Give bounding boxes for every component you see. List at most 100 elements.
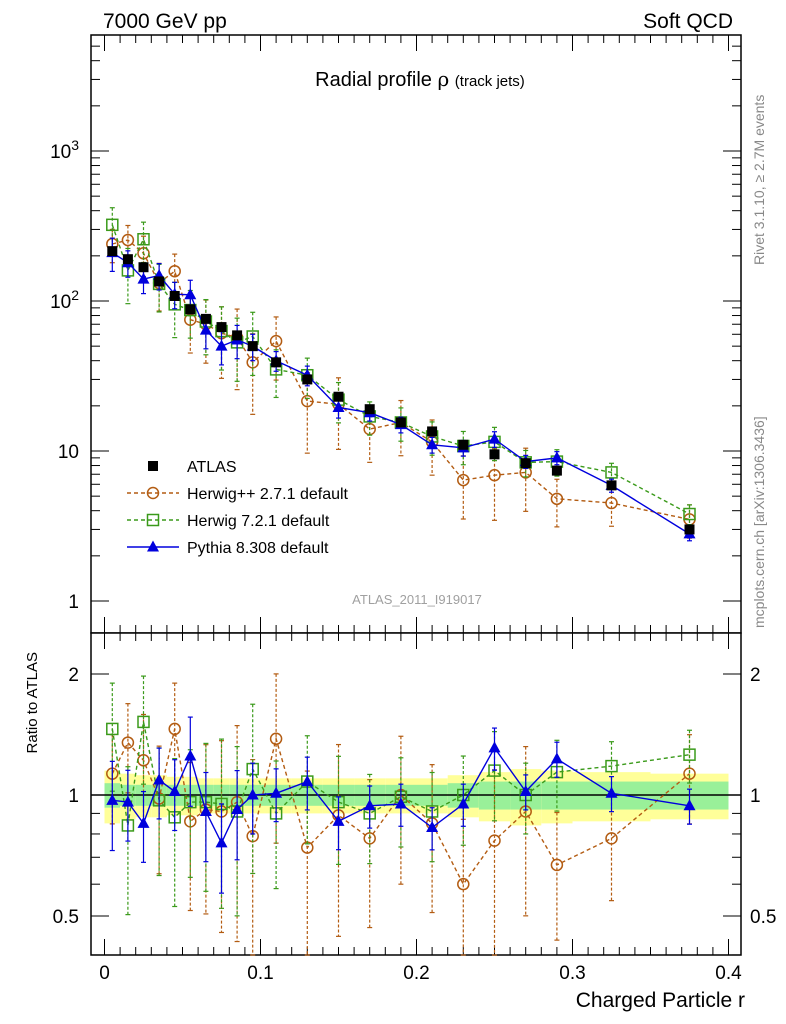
ratio-series-2-point [153, 773, 166, 785]
ratio-series-2-point [199, 804, 212, 816]
main-y-tick-label: 103 [50, 137, 79, 163]
ratio-series-2-point [137, 816, 150, 828]
main-x-ticks [104, 35, 729, 633]
ratio-series-2-point [215, 836, 228, 848]
series-2-point [106, 218, 119, 232]
ratio-series-0-point [457, 877, 470, 891]
ratio-x-tick-label: 0.1 [247, 963, 273, 984]
ratio-series-0-point [168, 722, 181, 736]
header-right: Soft QCD [643, 10, 733, 33]
main-frame [90, 34, 742, 634]
legend-label-3: Pythia 8.308 default [187, 540, 329, 557]
series-1-point [605, 496, 618, 510]
series-1-point [550, 492, 564, 506]
main-y-tick-label: 10 [58, 442, 79, 463]
series-1-point [168, 264, 181, 278]
ratio-panel: 0.5 0.51 12 2 0 0.1 0.2 0.3 0.4 Ratio to ATLAS … [24, 632, 776, 1012]
chart-title-sub: (track jets) [455, 73, 525, 90]
legend-marker-0 [148, 461, 158, 471]
series-3-point [488, 432, 501, 444]
ratio-series-1-point [106, 722, 119, 736]
main-y-tick-exponent: 3 [71, 137, 79, 153]
series-0-point [520, 458, 531, 469]
ratio-series-2-point [168, 785, 181, 797]
ratio-series-1-point [137, 715, 150, 729]
series-0-point [138, 262, 149, 273]
ratio-series-2-point [394, 797, 407, 809]
series-0-point [489, 449, 500, 460]
legend-marker-3 [147, 540, 159, 552]
ratio-series-0-point [363, 832, 376, 845]
series-2-line [111, 224, 690, 515]
series-3-point [199, 323, 212, 335]
series-2-point [683, 507, 696, 521]
series-0-point [606, 480, 617, 491]
ratio-series-2-point [605, 786, 618, 798]
ratio-y-tick-label-right: 1 [750, 786, 761, 807]
ratio-series-2-point [246, 788, 259, 800]
ratio-series-0-point [550, 858, 564, 872]
chart-title-symbol: ρ [437, 67, 449, 91]
series-3-point [550, 451, 563, 463]
series-0-point [154, 276, 165, 287]
ratio-series-0-point [488, 834, 501, 847]
ratio-series-1-point [605, 759, 618, 773]
ratio-series-0-point [269, 732, 283, 746]
legend-label-2: Herwig 7.2.1 default [187, 513, 330, 530]
series-0-point [427, 426, 438, 437]
ratio-series-2-point [488, 741, 501, 753]
ratio-series-2-line [112, 746, 690, 845]
series-0-point [216, 322, 227, 333]
main-y-tick-label: 102 [50, 287, 79, 313]
ratio-series-0-point [605, 832, 618, 845]
series-0-point [551, 465, 562, 476]
main-y-tick-label: 1 [68, 592, 79, 613]
series-1-point [269, 334, 283, 348]
series-0-point [333, 391, 344, 402]
x-axis-label: Charged Particle r [576, 989, 745, 1012]
ratio-series-2-point [270, 786, 283, 798]
legend-marker-1 [146, 486, 160, 500]
series-0-point [122, 254, 133, 265]
ratio-series-2-point [121, 795, 134, 807]
series-0-point [395, 417, 406, 428]
series-3-point [184, 288, 197, 300]
ratio-y-tick-label-right: 2 [750, 665, 761, 686]
ratio-series-2-point [426, 821, 439, 833]
series-0 [107, 246, 695, 535]
ratio-data-marks [106, 673, 696, 956]
legend-label-1: Herwig++ 2.7.1 default [187, 486, 349, 503]
ratio-series-2-point [184, 749, 197, 761]
legend-marker-2 [146, 513, 160, 527]
ratio-x-axis: 0 0.1 0.2 0.3 0.4 [99, 633, 742, 984]
legend: ATLAS Herwig++ 2.7.1 default Herwig 7.2.1 … [127, 459, 349, 557]
ratio-series-2-point [363, 799, 376, 811]
ratio-series-2-point [301, 775, 314, 787]
series-1-point [121, 233, 135, 247]
header-left: 7000 GeV pp [103, 10, 227, 33]
series-3-point [215, 339, 228, 351]
chart-title: Radial profile ρ (track jets) [315, 67, 525, 91]
chart-title-main: Radial profile [315, 69, 437, 91]
mcplots-label: mcplots.cern.ch [arXiv:1306.3436] [751, 416, 767, 628]
series-1-point [457, 473, 470, 487]
series-0-point [684, 524, 695, 535]
ratio-ylabel: Ratio to ATLAS [24, 652, 41, 753]
ratio-y-tick-label-left: 1 [68, 786, 79, 807]
ratio-series-2-point [457, 797, 470, 809]
ratio-series-2-point [231, 803, 244, 815]
series-0-point [185, 304, 196, 315]
ratio-series-2-point [106, 793, 119, 805]
ratio-y-tick-label-left: 0.5 [53, 907, 79, 928]
ratio-y-axis: 0.5 0.5 1 1 2 2 [53, 665, 776, 956]
series-0-point [247, 341, 258, 352]
series-1-point [488, 468, 501, 482]
ratio-x-tick-label: 0.3 [559, 963, 585, 984]
series-0-point [271, 357, 282, 368]
ratio-series-1-point [683, 748, 696, 761]
ratio-series-2-point [550, 752, 563, 764]
ratio-y-tick-label-right: 0.5 [750, 907, 776, 928]
analysis-tag: ATLAS_2011_I919017 [352, 592, 482, 607]
series-1-line [112, 239, 690, 521]
